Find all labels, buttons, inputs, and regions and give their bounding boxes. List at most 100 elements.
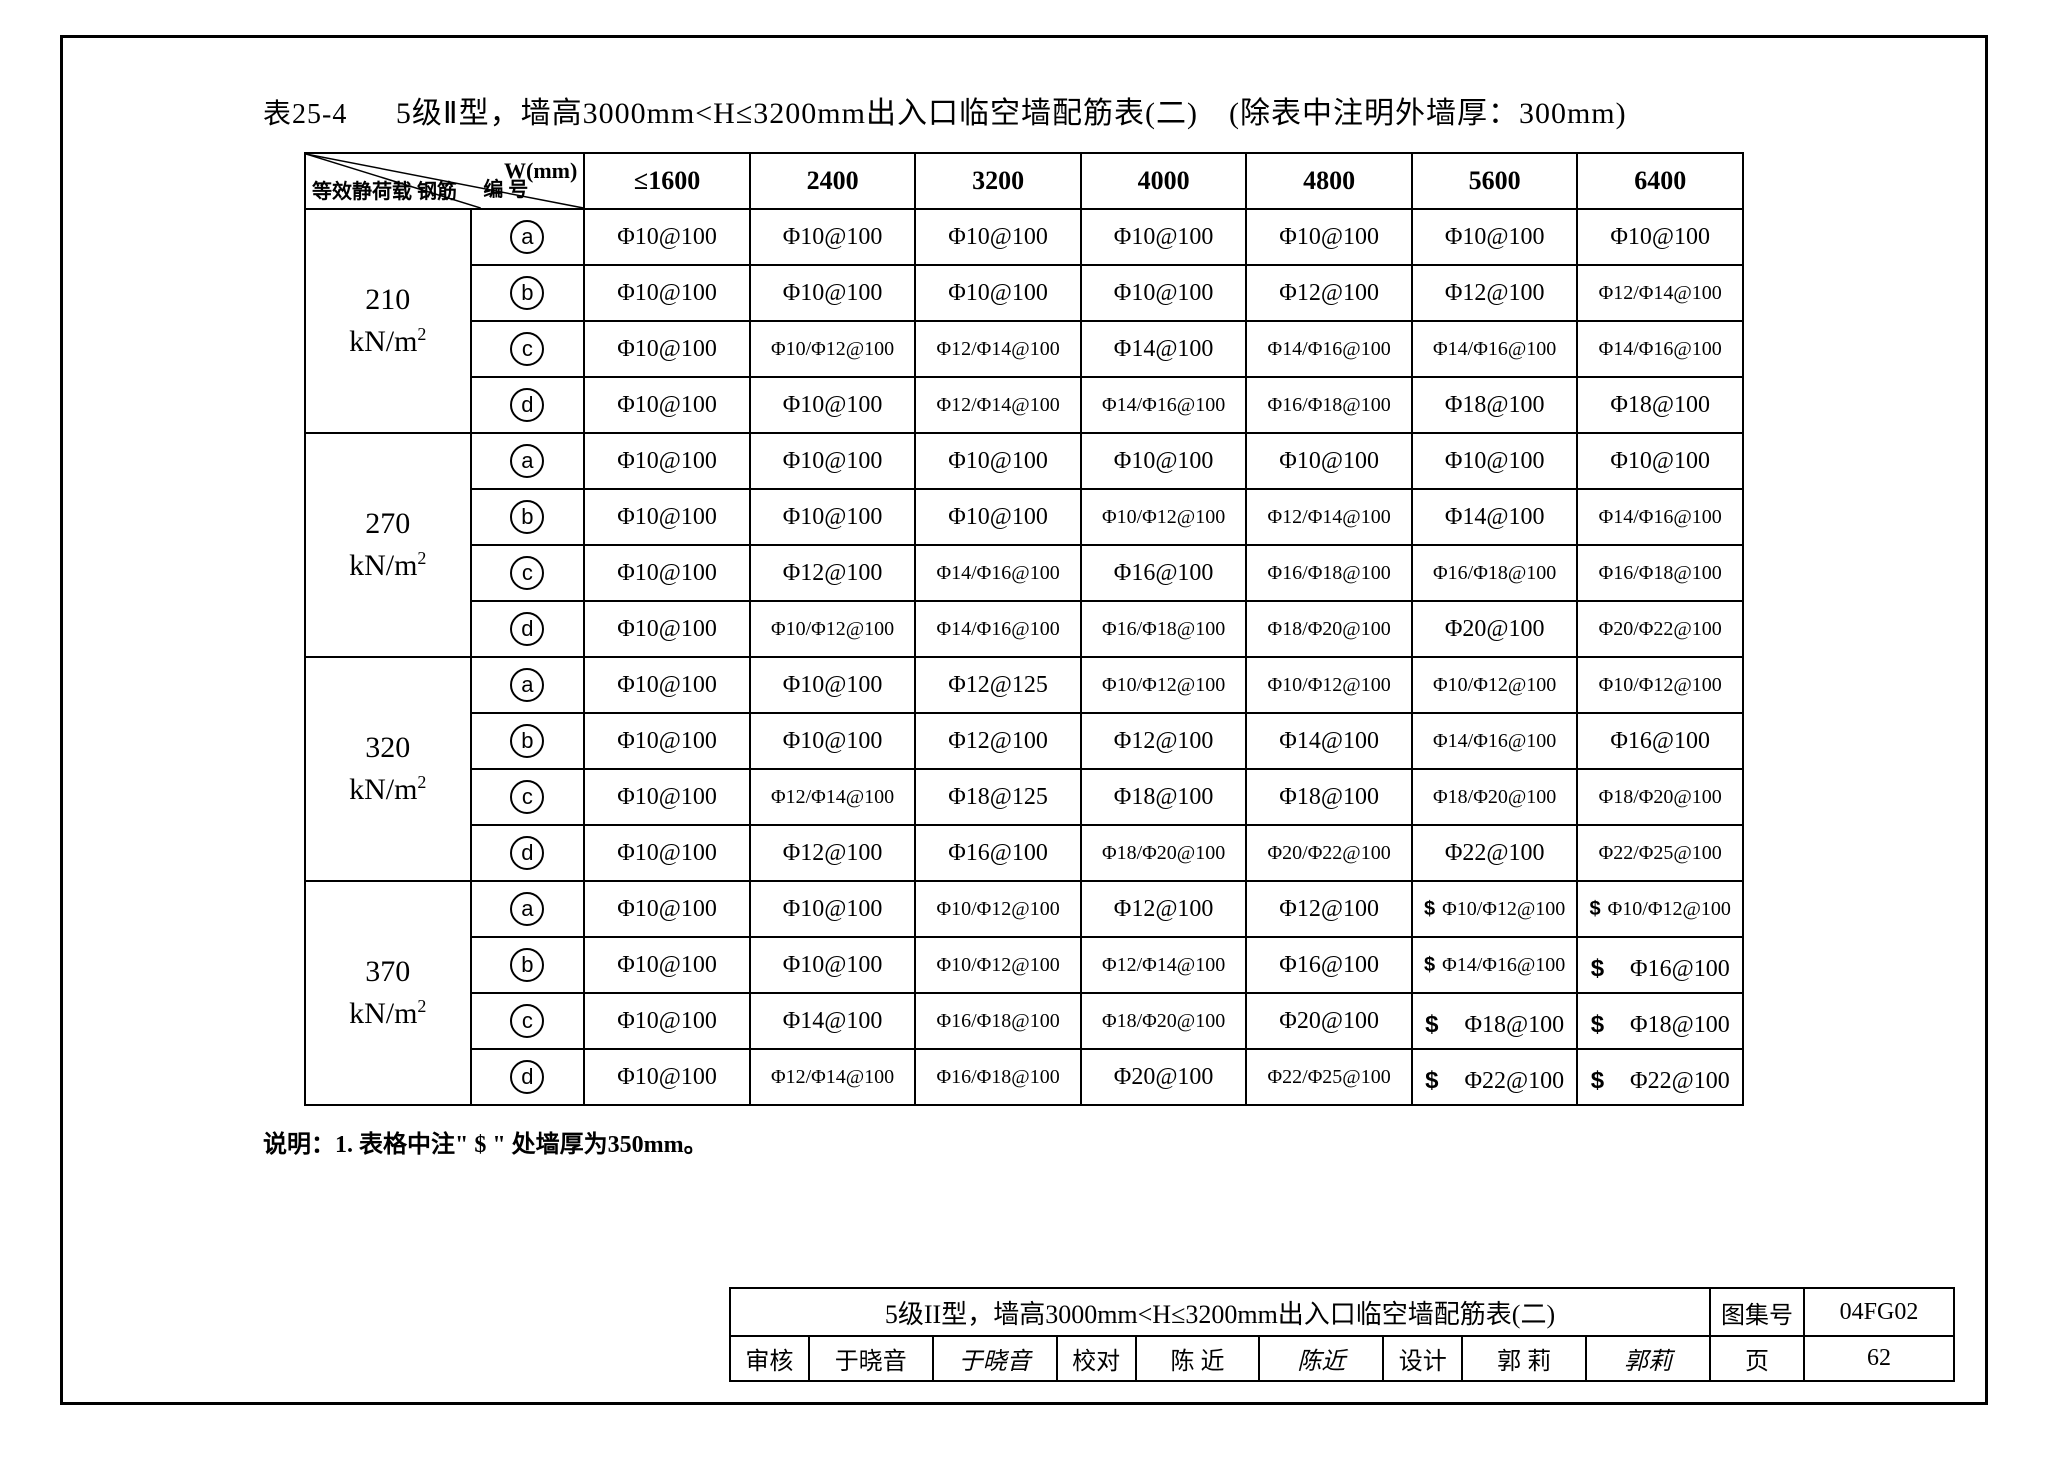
data-cell: Φ12/Φ14@100 [1081,937,1247,993]
symbol-cell: b [471,713,585,769]
data-cell: Φ10@100 [1081,265,1247,321]
symbol-cell: b [471,937,585,993]
data-cell: Φ10@100 [584,489,750,545]
tb-main-title: 5级II型，墙高3000mm<H≤3200mm出入口临空墙配筋表(二) [730,1288,1710,1336]
col-header: 4800 [1246,153,1412,209]
main-title: 5级Ⅱ型，墙高3000mm<H≤3200mm出入口临空墙配筋表(二) (除表中注… [396,97,1627,130]
data-cell: Φ10@100 [1412,209,1578,265]
data-cell: Φ10@100 [1412,433,1578,489]
title-block: 5级II型，墙高3000mm<H≤3200mm出入口临空墙配筋表(二) 图集号 … [729,1287,1955,1382]
symbol-cell: a [471,881,585,937]
data-cell: $ Φ22@100 [1577,1049,1743,1105]
symbol-cell: a [471,209,585,265]
symbol-cell: d [471,1049,585,1105]
data-cell: Φ12/Φ14@100 [915,321,1081,377]
data-cell: Φ10@100 [750,433,916,489]
col-header: ≤1600 [584,153,750,209]
data-cell: Φ10@100 [584,769,750,825]
load-cell: 270kN/m2 [305,433,471,657]
data-cell: Φ22/Φ25@100 [1246,1049,1412,1105]
data-cell: Φ16/Φ18@100 [915,1049,1081,1105]
data-cell: Φ10/Φ12@100 [915,881,1081,937]
data-cell: Φ10@100 [750,937,916,993]
data-cell: Φ10@100 [1577,433,1743,489]
data-cell: Φ18@100 [1577,377,1743,433]
data-cell: $ Φ18@100 [1412,993,1578,1049]
data-cell: Φ10/Φ12@100 [750,321,916,377]
symbol-cell: c [471,545,585,601]
symbol-cell: c [471,993,585,1049]
data-cell: Φ14/Φ16@100 [915,545,1081,601]
data-cell: $ Φ10/Φ12@100 [1577,881,1743,937]
data-cell: Φ16/Φ18@100 [1246,377,1412,433]
check-label: 校对 [1057,1336,1136,1381]
design-sig: 郭莉 [1586,1336,1710,1381]
data-cell: Φ10@100 [1081,209,1247,265]
table-number: 表25-4 [263,99,347,130]
data-cell: Φ10/Φ12@100 [1246,657,1412,713]
check-sig: 陈近 [1259,1336,1383,1381]
load-cell: 320kN/m2 [305,657,471,881]
data-cell: Φ16/Φ18@100 [1412,545,1578,601]
data-cell: Φ10@100 [915,265,1081,321]
data-cell: Φ10@100 [1081,433,1247,489]
data-cell: Φ16@100 [1246,937,1412,993]
note: 说明：1. 表格中注" $ " 处墙厚为350mm。 [263,1124,1985,1159]
data-cell: Φ12/Φ14@100 [915,377,1081,433]
data-cell: Φ18/Φ20@100 [1081,825,1247,881]
data-cell: Φ16/Φ18@100 [1081,601,1247,657]
design-label: 设计 [1383,1336,1462,1381]
data-cell: Φ12@100 [915,713,1081,769]
data-cell: Φ10@100 [584,321,750,377]
data-cell: Φ20/Φ22@100 [1577,601,1743,657]
data-cell: Φ10/Φ12@100 [1577,657,1743,713]
data-cell: Φ18/Φ20@100 [1412,769,1578,825]
data-cell: Φ10@100 [750,489,916,545]
data-cell: Φ14/Φ16@100 [915,601,1081,657]
data-cell: Φ18/Φ20@100 [1081,993,1247,1049]
reinforcement-table: W(mm) 等效静荷载 钢筋 编 号 ≤1600 2400 3200 4000 … [304,152,1744,1106]
data-cell: Φ10/Φ12@100 [1081,489,1247,545]
table-title: 表25-4 5级Ⅱ型，墙高3000mm<H≤3200mm出入口临空墙配筋表(二)… [263,88,1985,132]
data-cell: Φ10@100 [584,601,750,657]
header-load: 等效静荷载 钢筋 [312,175,457,204]
data-cell: Φ16/Φ18@100 [915,993,1081,1049]
data-cell: Φ10@100 [1246,209,1412,265]
symbol-cell: a [471,657,585,713]
data-cell: Φ10@100 [750,881,916,937]
data-cell: Φ12/Φ14@100 [750,769,916,825]
page-value: 62 [1804,1336,1954,1381]
col-header: 2400 [750,153,916,209]
symbol-cell: d [471,377,585,433]
symbol-cell: b [471,265,585,321]
data-cell: Φ10@100 [584,209,750,265]
col-header: 6400 [1577,153,1743,209]
data-cell: Φ10/Φ12@100 [1081,657,1247,713]
symbol-cell: d [471,825,585,881]
data-cell: Φ18@125 [915,769,1081,825]
data-cell: Φ12@100 [750,545,916,601]
review-label: 审核 [730,1336,809,1381]
data-cell: Φ10@100 [584,825,750,881]
col-header: 3200 [915,153,1081,209]
data-cell: Φ12@100 [1246,881,1412,937]
symbol-cell: b [471,489,585,545]
data-cell: Φ22@100 [1412,825,1578,881]
check-name: 陈 近 [1136,1336,1260,1381]
data-cell: Φ10@100 [750,713,916,769]
data-cell: Φ16@100 [1577,713,1743,769]
col-header: 5600 [1412,153,1578,209]
data-cell: $ Φ22@100 [1412,1049,1578,1105]
data-cell: Φ10@100 [915,489,1081,545]
data-cell: Φ10@100 [750,657,916,713]
data-cell: Φ10@100 [915,209,1081,265]
data-cell: Φ10@100 [1246,433,1412,489]
data-cell: Φ12@100 [750,825,916,881]
load-cell: 370kN/m2 [305,881,471,1105]
atlas-label: 图集号 [1710,1288,1804,1336]
data-cell: Φ14/Φ16@100 [1412,321,1578,377]
data-cell: Φ20/Φ22@100 [1246,825,1412,881]
data-cell: Φ10@100 [584,1049,750,1105]
data-cell: Φ16/Φ18@100 [1246,545,1412,601]
col-header: 4000 [1081,153,1247,209]
